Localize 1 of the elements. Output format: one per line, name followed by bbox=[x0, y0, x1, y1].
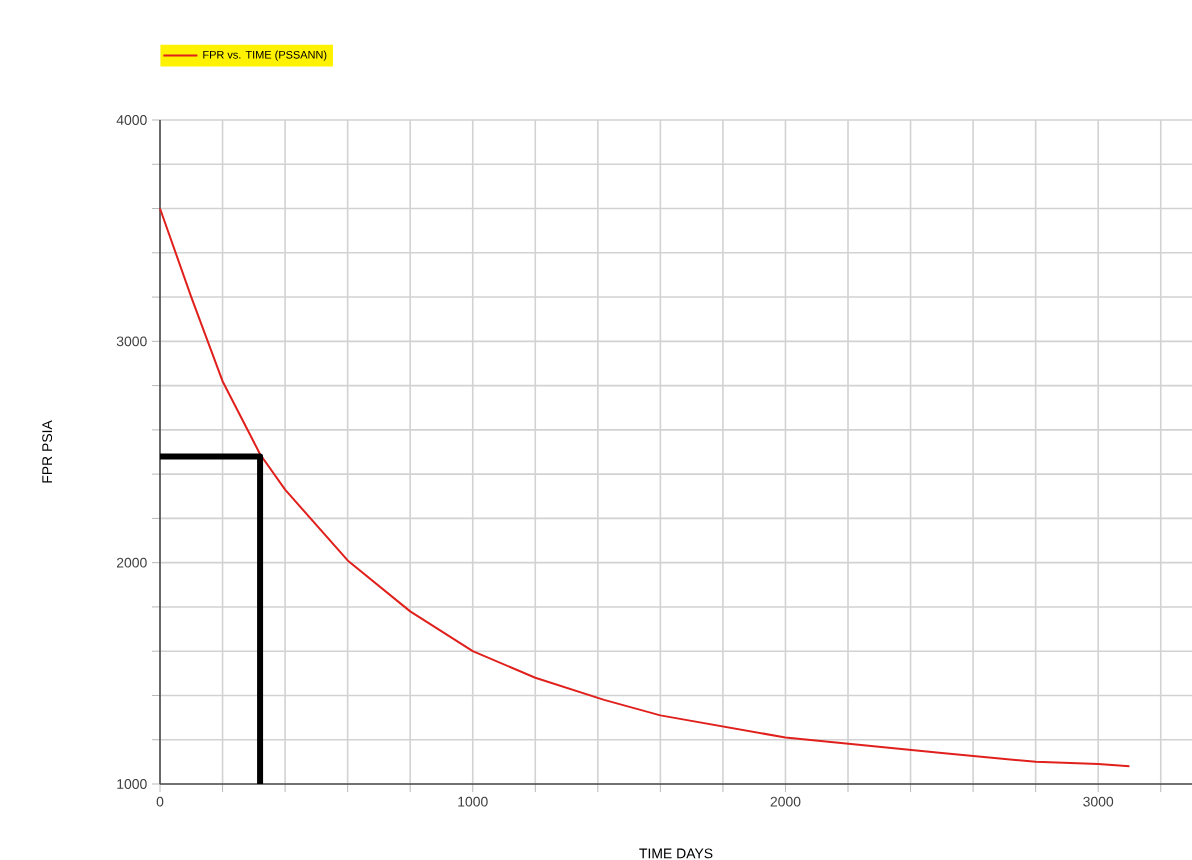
line-series bbox=[159, 207, 1131, 768]
